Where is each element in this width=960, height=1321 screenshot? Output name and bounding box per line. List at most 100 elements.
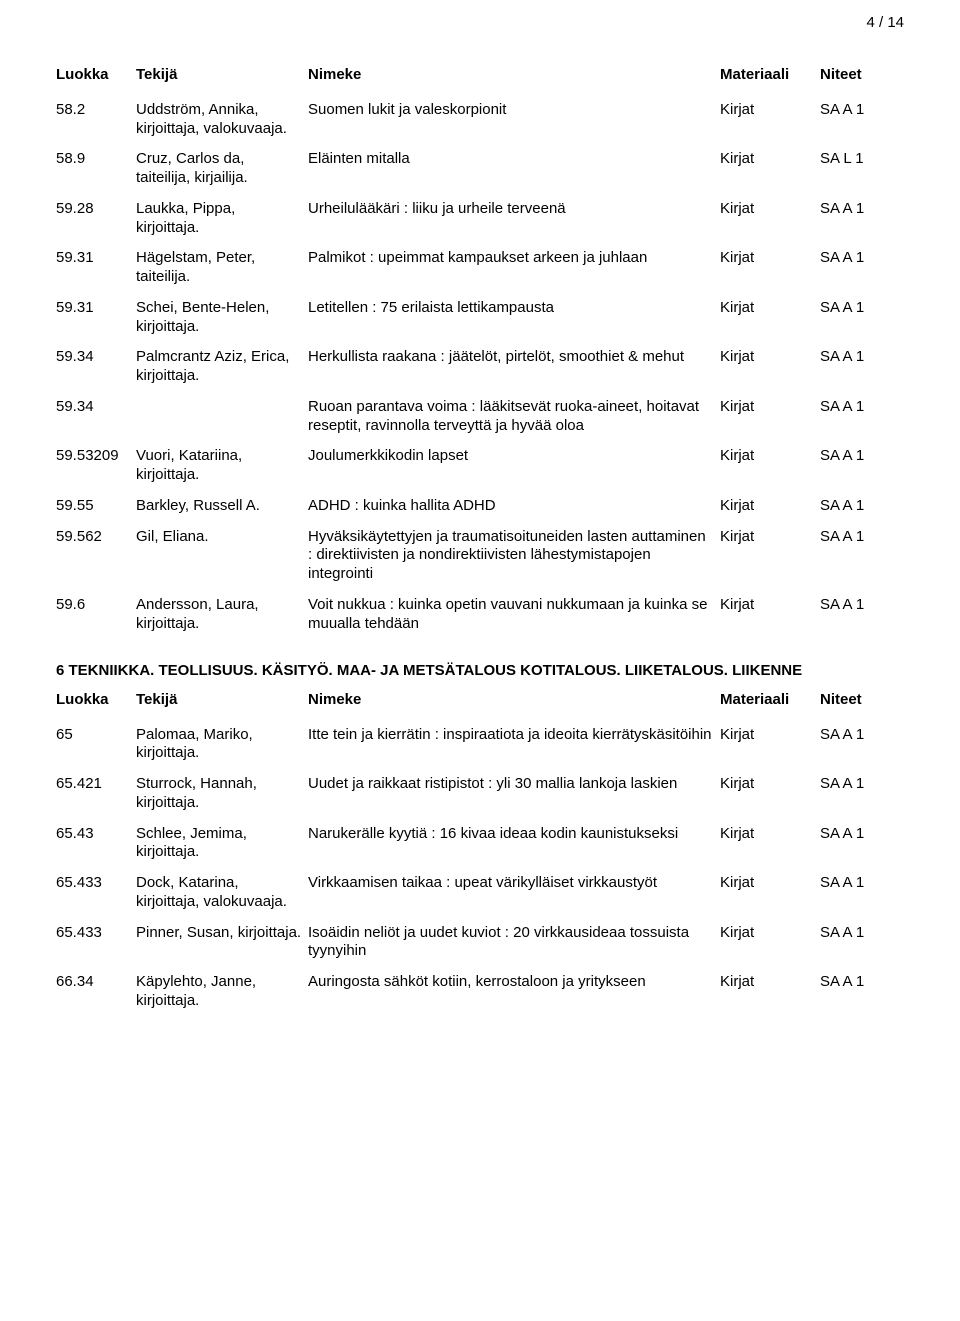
cell-niteet: SA A 1 (820, 342, 904, 392)
table-row: 59.34Palmcrantz Aziz, Erica, kirjoittaja… (56, 342, 904, 392)
cell-nimeke: Eläinten mitalla (308, 144, 720, 194)
table-header-row: Luokka Tekijä Nimeke Materiaali Niteet (56, 62, 904, 95)
cell-niteet: SA A 1 (820, 441, 904, 491)
cell-tekija: Palomaa, Mariko, kirjoittaja. (136, 720, 308, 770)
table-row: 65Palomaa, Mariko, kirjoittaja.Itte tein… (56, 720, 904, 770)
cell-materiaali: Kirjat (720, 95, 820, 145)
table-row: 59.6Andersson, Laura, kirjoittaja.Voit n… (56, 590, 904, 640)
cell-niteet: SA A 1 (820, 95, 904, 145)
table-row: 59.31Schei, Bente-Helen, kirjoittaja.Let… (56, 293, 904, 343)
cell-nimeke: Itte tein ja kierrätin : inspiraatiota j… (308, 720, 720, 770)
cell-nimeke: Herkullista raakana : jäätelöt, pirtelöt… (308, 342, 720, 392)
cell-tekija: Uddström, Annika, kirjoittaja, valokuvaa… (136, 95, 308, 145)
cell-tekija: Palmcrantz Aziz, Erica, kirjoittaja. (136, 342, 308, 392)
cell-tekija: Hägelstam, Peter, taiteilija. (136, 243, 308, 293)
cell-luokka: 65.421 (56, 769, 136, 819)
cell-tekija: Barkley, Russell A. (136, 491, 308, 522)
cell-nimeke: Joulumerkkikodin lapset (308, 441, 720, 491)
col-nimeke: Nimeke (308, 62, 720, 95)
cell-nimeke: Isoäidin neliöt ja uudet kuviot : 20 vir… (308, 918, 720, 968)
cell-nimeke: Virkkaamisen taikaa : upeat värikylläise… (308, 868, 720, 918)
cell-tekija: Vuori, Katariina, kirjoittaja. (136, 441, 308, 491)
cell-luokka: 65 (56, 720, 136, 770)
cell-materiaali: Kirjat (720, 194, 820, 244)
cell-luokka: 59.31 (56, 243, 136, 293)
table-row: 65.433Pinner, Susan, kirjoittaja.Isoäidi… (56, 918, 904, 968)
cell-luokka: 59.53209 (56, 441, 136, 491)
cell-tekija: Laukka, Pippa, kirjoittaja. (136, 194, 308, 244)
cell-niteet: SA A 1 (820, 194, 904, 244)
table-row: 59.31Hägelstam, Peter, taiteilija.Palmik… (56, 243, 904, 293)
cell-niteet: SA A 1 (820, 392, 904, 442)
cell-tekija: Cruz, Carlos da, taiteilija, kirjailija. (136, 144, 308, 194)
listing-table-2: Luokka Tekijä Nimeke Materiaali Niteet 6… (56, 687, 904, 1017)
cell-luokka: 59.31 (56, 293, 136, 343)
table-header-row: Luokka Tekijä Nimeke Materiaali Niteet (56, 687, 904, 720)
cell-niteet: SA A 1 (820, 243, 904, 293)
cell-luokka: 59.55 (56, 491, 136, 522)
cell-niteet: SA L 1 (820, 144, 904, 194)
cell-luokka: 59.34 (56, 342, 136, 392)
cell-materiaali: Kirjat (720, 243, 820, 293)
table-row: 59.28Laukka, Pippa, kirjoittaja.Urheilul… (56, 194, 904, 244)
cell-materiaali: Kirjat (720, 967, 820, 1017)
col-tekija: Tekijä (136, 62, 308, 95)
cell-niteet: SA A 1 (820, 918, 904, 968)
table-row: 59.53209Vuori, Katariina, kirjoittaja.Jo… (56, 441, 904, 491)
table-row: 65.43Schlee, Jemima, kirjoittaja.Naruker… (56, 819, 904, 869)
cell-luokka: 59.34 (56, 392, 136, 442)
table-row: 66.34Käpylehto, Janne, kirjoittaja.Aurin… (56, 967, 904, 1017)
cell-luokka: 65.43 (56, 819, 136, 869)
cell-materiaali: Kirjat (720, 769, 820, 819)
cell-luokka: 59.28 (56, 194, 136, 244)
cell-tekija: Schei, Bente-Helen, kirjoittaja. (136, 293, 308, 343)
cell-tekija (136, 392, 308, 442)
cell-luokka: 65.433 (56, 868, 136, 918)
table-row: 58.2Uddström, Annika, kirjoittaja, valok… (56, 95, 904, 145)
cell-materiaali: Kirjat (720, 491, 820, 522)
cell-materiaali: Kirjat (720, 720, 820, 770)
page-number: 4 / 14 (866, 14, 904, 33)
col-materiaali: Materiaali (720, 62, 820, 95)
cell-materiaali: Kirjat (720, 342, 820, 392)
cell-nimeke: Palmikot : upeimmat kampaukset arkeen ja… (308, 243, 720, 293)
cell-tekija: Pinner, Susan, kirjoittaja. (136, 918, 308, 968)
cell-nimeke: Uudet ja raikkaat ristipistot : yli 30 m… (308, 769, 720, 819)
table-row: 59.55Barkley, Russell A.ADHD : kuinka ha… (56, 491, 904, 522)
section-heading-6: 6 TEKNIIKKA. TEOLLISUUS. KÄSITYÖ. MAA- J… (56, 661, 904, 681)
col-luokka: Luokka (56, 62, 136, 95)
cell-nimeke: ADHD : kuinka hallita ADHD (308, 491, 720, 522)
cell-niteet: SA A 1 (820, 819, 904, 869)
cell-nimeke: Ruoan parantava voima : lääkitsevät ruok… (308, 392, 720, 442)
col-niteet: Niteet (820, 687, 904, 720)
cell-tekija: Dock, Katarina, kirjoittaja, valokuvaaja… (136, 868, 308, 918)
cell-materiaali: Kirjat (720, 918, 820, 968)
cell-luokka: 65.433 (56, 918, 136, 968)
cell-luokka: 58.2 (56, 95, 136, 145)
col-nimeke: Nimeke (308, 687, 720, 720)
col-luokka: Luokka (56, 687, 136, 720)
cell-nimeke: Voit nukkua : kuinka opetin vauvani nukk… (308, 590, 720, 640)
cell-materiaali: Kirjat (720, 522, 820, 590)
col-niteet: Niteet (820, 62, 904, 95)
document-page: 4 / 14 Luokka Tekijä Nimeke Materiaali N… (0, 0, 960, 1321)
cell-luokka: 59.562 (56, 522, 136, 590)
cell-luokka: 58.9 (56, 144, 136, 194)
cell-niteet: SA A 1 (820, 590, 904, 640)
table-row: 65.421Sturrock, Hannah, kirjoittaja.Uude… (56, 769, 904, 819)
table-row: 59.562Gil, Eliana.Hyväksikäytettyjen ja … (56, 522, 904, 590)
cell-niteet: SA A 1 (820, 868, 904, 918)
cell-nimeke: Letitellen : 75 erilaista lettikampausta (308, 293, 720, 343)
cell-tekija: Schlee, Jemima, kirjoittaja. (136, 819, 308, 869)
cell-niteet: SA A 1 (820, 522, 904, 590)
cell-materiaali: Kirjat (720, 441, 820, 491)
table-row: 58.9Cruz, Carlos da, taiteilija, kirjail… (56, 144, 904, 194)
cell-luokka: 59.6 (56, 590, 136, 640)
cell-nimeke: Urheilulääkäri : liiku ja urheile tervee… (308, 194, 720, 244)
cell-niteet: SA A 1 (820, 720, 904, 770)
cell-niteet: SA A 1 (820, 293, 904, 343)
cell-tekija: Sturrock, Hannah, kirjoittaja. (136, 769, 308, 819)
cell-materiaali: Kirjat (720, 819, 820, 869)
table-row: 65.433Dock, Katarina, kirjoittaja, valok… (56, 868, 904, 918)
cell-materiaali: Kirjat (720, 868, 820, 918)
